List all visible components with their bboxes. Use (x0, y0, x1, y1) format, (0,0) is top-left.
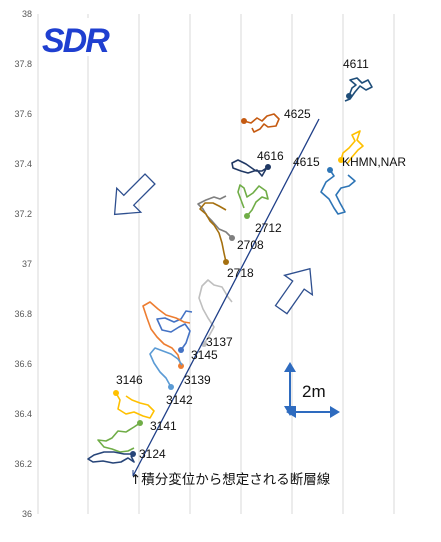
track-4611 (344, 77, 373, 102)
track-end-3146 (113, 390, 119, 396)
track-4615 (320, 169, 356, 215)
y-tick-label: 37 (22, 259, 32, 269)
fault-trace (132, 118, 320, 477)
y-tick-label: 36.4 (14, 409, 32, 419)
track-4616 (231, 159, 269, 177)
track-3137 (198, 279, 233, 345)
fault-line (132, 118, 320, 477)
y-tick-label: 37.4 (14, 159, 32, 169)
station-tracks (87, 77, 373, 464)
station-labels: 4611 4625 4616 4615 KHMN,NAR 2712 2708 2718 3137… (116, 57, 406, 461)
track-3145 (156, 310, 193, 351)
logo-background (40, 18, 126, 56)
track-3139 (142, 301, 191, 367)
station-label-khmn-nar: KHMN,NAR (342, 155, 406, 169)
motion-arrows (113, 173, 314, 315)
station-label-4616: 4616 (257, 149, 284, 163)
track-end-4615 (327, 167, 333, 173)
sdr-logo: SDR (40, 18, 126, 60)
motion-arrow-up-right-shape (274, 267, 314, 315)
track-3146 (115, 392, 155, 419)
motion-arrow-down-left-shape (113, 173, 156, 216)
y-tick-label: 38 (22, 9, 32, 19)
track-2708 (197, 195, 233, 239)
track-end-2712 (244, 213, 250, 219)
track-end-4611 (346, 93, 352, 99)
station-label-2708: 2708 (237, 238, 264, 252)
track-2718 (199, 202, 227, 263)
motion-arrow-down-left (113, 173, 156, 216)
track-end-4625 (241, 118, 247, 124)
station-label-2718: 2718 (227, 266, 254, 280)
y-tick-label: 36.8 (14, 309, 32, 319)
station-label-3146: 3146 (116, 373, 143, 387)
track-3141 (97, 422, 141, 453)
track-2712 (237, 184, 269, 217)
station-label-2712: 2712 (255, 221, 282, 235)
station-label-4615: 4615 (293, 155, 320, 169)
scale-bar: 2m (284, 362, 340, 418)
station-label-3139: 3139 (184, 373, 211, 387)
station-label-3145: 3145 (191, 348, 218, 362)
track-end-3124 (130, 451, 136, 457)
track-3142 (149, 347, 183, 388)
station-label-4625: 4625 (284, 107, 311, 121)
track-end-3145 (178, 347, 184, 353)
scale-bar-label: 2m (302, 382, 326, 401)
track-end-khmn-nar (338, 157, 344, 163)
station-label-3141: 3141 (150, 419, 177, 433)
motion-arrow-up-right (274, 267, 314, 315)
track-end-3142 (168, 384, 174, 390)
scale-arrowhead-right (330, 406, 340, 418)
track-khmn-nar (340, 130, 364, 165)
y-tick-label: 36 (22, 509, 32, 519)
grid-lines (37, 14, 395, 514)
track-end-2718 (223, 259, 229, 265)
station-label-3142: 3142 (166, 393, 193, 407)
y-tick-label: 37.6 (14, 109, 32, 119)
track-4625 (243, 113, 280, 133)
scale-arrowhead-left (286, 406, 296, 418)
scale-arrowhead-up (284, 362, 296, 372)
y-tick-label: 36.2 (14, 459, 32, 469)
track-end-4616 (265, 164, 271, 170)
y-axis-ticks: 36 36.2 36.4 36.6 36.8 37 37.2 37.4 37.6 37.8 38 (14, 9, 32, 519)
station-label-3124: 3124 (139, 447, 166, 461)
logo-text: SDR (42, 22, 110, 60)
track-end-3141 (137, 420, 143, 426)
y-tick-label: 37.2 (14, 209, 32, 219)
track-end-2708 (229, 235, 235, 241)
track-3124 (87, 451, 135, 464)
y-tick-label: 36.6 (14, 359, 32, 369)
station-label-3137: 3137 (206, 335, 233, 349)
station-label-4611: 4611 (343, 57, 369, 71)
fault-line-annotation: ↑積分変位から想定される断層線 (130, 471, 331, 488)
y-tick-label: 37.8 (14, 59, 32, 69)
